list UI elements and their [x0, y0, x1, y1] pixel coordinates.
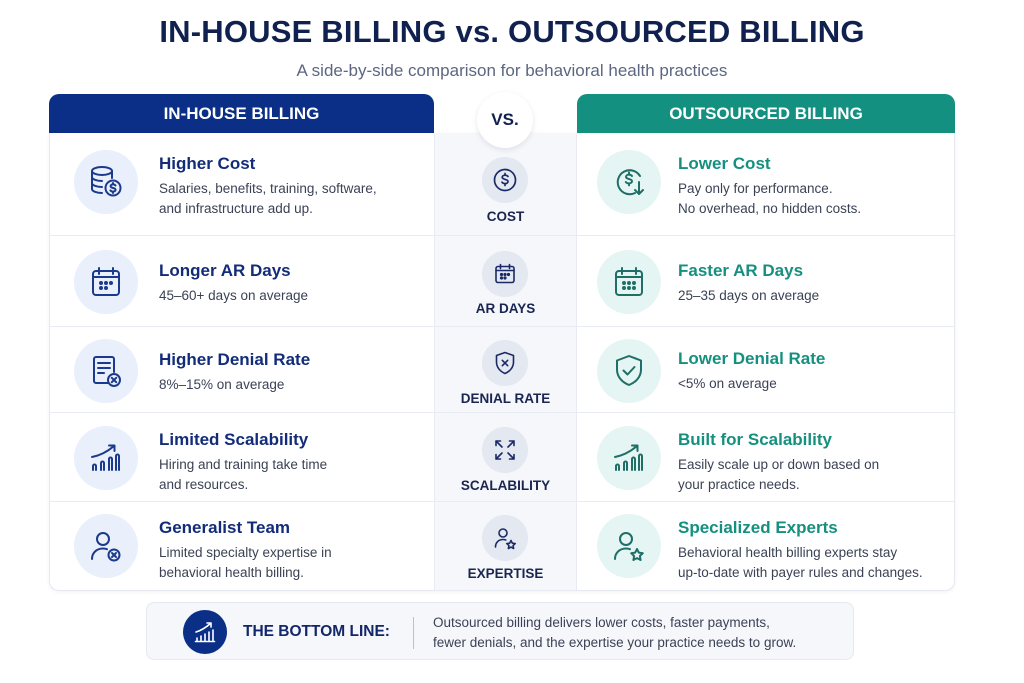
- row-title: Specialized Experts: [678, 518, 838, 537]
- page-title: IN-HOUSE BILLING vs. OUTSOURCED BILLING: [159, 14, 865, 49]
- comparison-row-cost: Higher Cost Salaries, benefits, training…: [49, 133, 955, 236]
- shield-check-icon: [597, 339, 661, 403]
- divider: [413, 617, 414, 649]
- row-title: Built for Scalability: [678, 430, 832, 449]
- in-house-header: IN-HOUSE BILLING: [49, 94, 434, 133]
- shield-x-icon: [482, 340, 528, 386]
- row-title: Limited Scalability: [159, 430, 309, 449]
- row-description: and infrastructure add up.: [159, 201, 313, 216]
- in-house-cell: Higher Cost Salaries, benefits, training…: [49, 133, 434, 235]
- outsourced-cell: Lower Denial Rate <5% on average: [577, 327, 955, 412]
- category-cell: DENIAL RATE: [434, 327, 577, 412]
- row-title: Longer AR Days: [159, 261, 291, 280]
- row-description: Behavioral health billing experts stay: [678, 545, 898, 560]
- calendar-icon: [482, 251, 528, 297]
- row-title: Generalist Team: [159, 518, 291, 537]
- comparison-row-scalability: Limited Scalability Hiring and training …: [49, 413, 955, 502]
- user-star-icon: [482, 515, 528, 561]
- row-description: 45–60+ days on average: [159, 288, 308, 303]
- outsourced-cell: Built for Scalability Easily scale up or…: [577, 413, 955, 501]
- outsourced-cell: Lower Cost Pay only for performance. No …: [577, 133, 955, 235]
- row-description: up-to-date with payer rules and changes.: [678, 565, 923, 580]
- row-description: Easily scale up or down based on: [678, 457, 880, 472]
- outsourced-header: OUTSOURCED BILLING: [577, 94, 955, 133]
- calendar-icon: [597, 250, 661, 314]
- dollar-down-arrow-icon: [597, 150, 661, 214]
- category-label: SCALABILITY: [460, 478, 551, 493]
- bottom-line-text: Outsourced billing delivers lower costs,…: [433, 613, 796, 653]
- row-description: and resources.: [159, 477, 249, 492]
- row-title: Lower Cost: [678, 154, 771, 173]
- bottom-line-banner: THE BOTTOM LINE: Outsourced billing deli…: [146, 602, 854, 660]
- category-cell: EXPERTISE: [434, 502, 577, 590]
- in-house-cell: Limited Scalability Hiring and training …: [49, 413, 434, 501]
- row-title: Higher Cost: [159, 154, 256, 173]
- vs-badge: VS.: [477, 92, 533, 148]
- category-cell: COST: [434, 133, 577, 235]
- in-house-cell: Generalist Team Limited specialty expert…: [49, 502, 434, 590]
- row-title: Lower Denial Rate: [678, 349, 826, 368]
- bottom-line-line: fewer denials, and the expertise your pr…: [433, 635, 797, 650]
- comparison-row-ar-days: Longer AR Days 45–60+ days on average AR…: [49, 236, 955, 327]
- category-label: AR DAYS: [475, 301, 536, 316]
- category-label: COST: [486, 209, 525, 224]
- growth-chart-icon: [597, 426, 661, 490]
- in-house-cell: Higher Denial Rate 8%–15% on average: [49, 327, 434, 412]
- row-description: 25–35 days on average: [678, 288, 820, 303]
- growth-chart-icon: [74, 426, 138, 490]
- row-description: Pay only for performance.: [678, 181, 833, 196]
- row-description: <5% on average: [678, 376, 777, 391]
- category-label: EXPERTISE: [467, 566, 544, 581]
- category-cell: AR DAYS: [434, 236, 577, 326]
- row-title: Faster AR Days: [678, 261, 804, 280]
- row-description: behavioral health billing.: [159, 565, 304, 580]
- row-description: Hiring and training take time: [159, 457, 328, 472]
- expand-arrows-icon: [482, 427, 528, 473]
- row-description: your practice needs.: [678, 477, 800, 492]
- row-description: 8%–15% on average: [159, 377, 285, 392]
- page-subtitle: A side-by-side comparison for behavioral…: [296, 61, 728, 80]
- document-x-icon: [74, 339, 138, 403]
- category-label: DENIAL RATE: [460, 391, 551, 406]
- row-description: Salaries, benefits, training, software,: [159, 181, 377, 196]
- dollar-circle-icon: [482, 157, 528, 203]
- row-description: Limited specialty expertise in: [159, 545, 332, 560]
- comparison-row-expertise: Generalist Team Limited specialty expert…: [49, 502, 955, 590]
- user-x-icon: [74, 514, 138, 578]
- growth-chart-icon: [183, 610, 227, 654]
- outsourced-cell: Specialized Experts Behavioral health bi…: [577, 502, 955, 590]
- comparison-row-denial-rate: Higher Denial Rate 8%–15% on average DEN…: [49, 327, 955, 413]
- in-house-cell: Longer AR Days 45–60+ days on average: [49, 236, 434, 326]
- coins-dollar-icon: [74, 150, 138, 214]
- row-description: No overhead, no hidden costs.: [678, 201, 862, 216]
- bottom-line-label: THE BOTTOM LINE:: [243, 623, 390, 640]
- row-title: Higher Denial Rate: [159, 350, 311, 369]
- bottom-line-line: Outsourced billing delivers lower costs,…: [433, 615, 770, 630]
- category-cell: SCALABILITY: [434, 413, 577, 501]
- user-star-icon: [597, 514, 661, 578]
- calendar-icon: [74, 250, 138, 314]
- outsourced-cell: Faster AR Days 25–35 days on average: [577, 236, 955, 326]
